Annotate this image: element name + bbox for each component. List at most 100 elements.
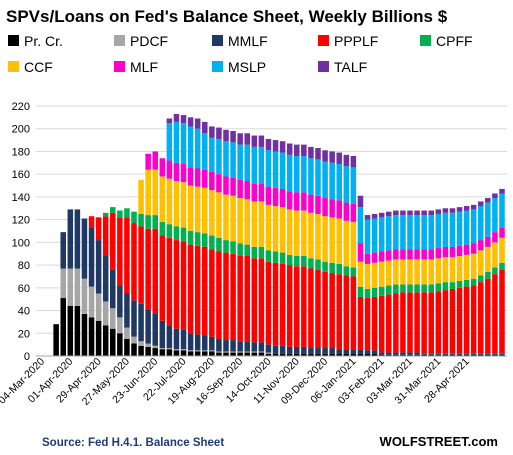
bar-pdcf-19 [173,349,180,351]
bar-talf-62 [478,201,484,206]
bar-mmlf-5 [74,209,81,269]
bar-talf-44 [350,156,357,168]
bar-ppplf-32 [265,261,272,345]
bar-pr-cr-4 [67,306,74,356]
bar-pr-cr-49 [386,354,392,356]
bar-mslp-20 [180,123,187,164]
bar-ccf-44 [350,221,357,268]
bar-mmlf-48 [378,352,385,355]
bar-mlf-65 [499,227,505,238]
bar-mslp-19 [173,121,180,163]
bar-cpff-51 [400,284,406,293]
bar-pr-cr-55 [428,354,434,356]
bar-ccf-64 [492,242,498,268]
bar-mmlf-58 [449,353,456,355]
bar-ppplf-48 [378,295,385,353]
bar-talf-58 [449,208,456,213]
bar-pr-cr-44 [350,353,357,356]
bar-talf-27 [230,131,236,143]
bar-ccf-51 [400,259,406,285]
bar-ccf-57 [442,257,449,283]
bar-pdcf-30 [251,351,258,353]
legend-swatch-pr-cr [8,35,19,46]
bar-mmlf-13 [131,300,137,337]
bar-cpff-11 [117,210,123,218]
bar-mlf-62 [478,240,484,251]
bar-talf-41 [329,151,335,163]
bar-mslp-37 [301,156,307,193]
bar-cpff-44 [350,267,357,277]
bar-talf-25 [216,127,222,139]
bar-pr-cr-29 [244,352,250,356]
bar-ccf-27 [230,195,236,242]
wolfstreet-brand: WOLFSTREET.com [380,434,498,449]
bar-pr-cr-50 [393,354,399,356]
bar-pdcf-8 [95,293,102,321]
bar-mmlf-54 [421,353,427,355]
bar-mlf-26 [223,176,229,195]
bar-mmlf-47 [371,350,378,354]
bar-ccf-62 [478,250,484,276]
bar-talf-54 [421,210,427,216]
bar-mmlf-4 [67,209,74,269]
bar-pr-cr-25 [216,352,222,356]
bar-mslp-58 [449,212,456,247]
bar-mmlf-46 [364,350,371,354]
bar-ppplf-33 [272,262,279,346]
bar-ppplf-34 [279,263,286,346]
bar-mlf-53 [414,249,420,260]
bar-cpff-48 [378,286,385,296]
bar-cpff-60 [463,279,470,287]
bar-talf-33 [272,140,279,152]
bar-cpff-24 [209,235,215,250]
bar-pr-cr-47 [371,353,378,356]
bar-talf-29 [244,133,250,145]
bar-cpff-9 [102,212,109,217]
bar-mlf-59 [456,245,463,256]
bar-mslp-42 [336,163,342,201]
bar-mslp-46 [364,219,371,254]
bar-cpff-20 [180,227,187,242]
bar-mlf-15 [145,153,151,170]
bar-talf-61 [470,204,477,210]
bar-ccf-18 [166,178,173,225]
bar-pr-cr-17 [159,349,166,356]
bar-mlf-27 [230,177,236,196]
bar-mlf-44 [350,203,357,222]
bar-mslp-63 [485,202,491,237]
bar-mlf-21 [187,167,194,186]
bar-mlf-19 [173,162,180,181]
bar-pdcf-6 [81,278,88,314]
bar-pr-cr-40 [322,353,328,356]
bar-mmlf-27 [230,340,236,352]
bar-cpff-50 [393,284,399,294]
bar-ppplf-20 [180,241,187,330]
bar-mmlf-37 [301,346,307,354]
bar-ppplf-39 [315,269,321,349]
bar-ppplf-61 [470,285,477,354]
bar-mmlf-16 [152,313,158,346]
bar-ppplf-38 [308,268,314,349]
bar-mmlf-56 [435,353,442,355]
bar-mmlf-31 [258,342,265,352]
bar-mslp-50 [393,215,399,250]
bar-mslp-53 [414,215,420,250]
bar-ppplf-53 [414,292,420,353]
bar-cpff-45 [357,286,364,297]
bar-mmlf-49 [386,352,392,355]
bar-mmlf-20 [180,329,187,350]
bar-ppplf-30 [251,258,258,343]
bar-mlf-22 [194,168,201,187]
bar-pdcf-28 [237,351,243,353]
bar-pr-cr-32 [265,353,272,356]
bar-pdcf-20 [180,349,187,351]
bar-pr-cr-30 [251,352,258,356]
chart-legend: Pr. Cr. PDCF MMLF PPPLF CPFF CCF MLF MSLP TALF [8,33,473,75]
bar-talf-34 [279,141,286,153]
bar-cpff-31 [258,246,265,259]
bar-cpff-37 [301,256,307,267]
bar-cpff-53 [414,284,420,293]
bar-cpff-61 [470,278,477,286]
bar-talf-56 [435,209,442,214]
source-note: Source: Fed H.4.1. Balance Sheet [42,437,224,449]
